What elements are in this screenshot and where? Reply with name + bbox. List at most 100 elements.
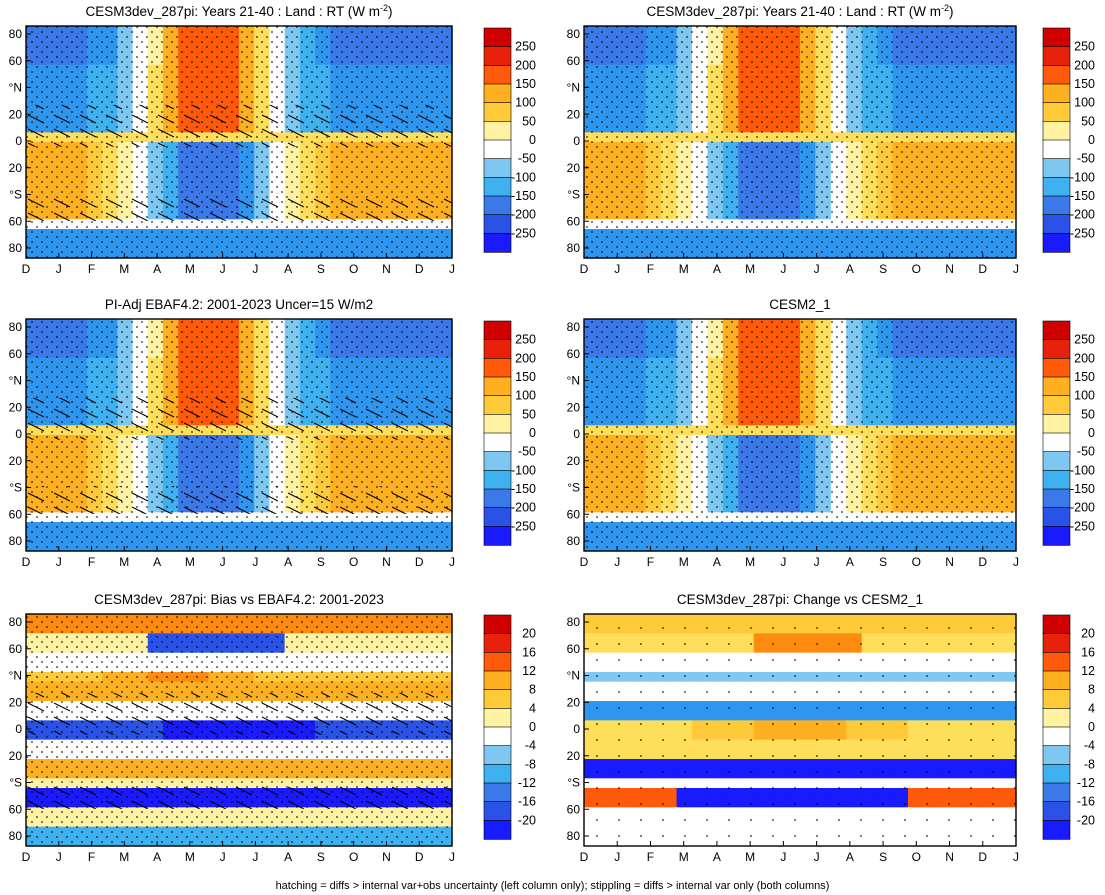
y-tick-label: °N <box>9 374 22 388</box>
colorbar-label: -150 <box>1070 189 1095 203</box>
x-tick-label: A <box>846 850 854 864</box>
colorbar-segment <box>1042 726 1071 747</box>
colorbar-label: 0 <box>529 720 536 734</box>
x-tick-label: J <box>449 262 455 276</box>
colorbar-segment <box>1042 488 1071 509</box>
colorbar-segment <box>1042 820 1071 840</box>
colorbar-segment <box>483 83 512 104</box>
y-tick-label: °S <box>9 188 22 202</box>
panel-title-superscript: -2 <box>941 3 949 13</box>
panel-title-main: CESM3dev_287pi: Bias vs EBAF4.2: 2001-20… <box>94 592 384 607</box>
y-tick-label: 80 <box>567 241 581 255</box>
y-tick-label: 0 <box>573 134 580 148</box>
x-tick-label: J <box>449 555 455 569</box>
x-tick-label: J <box>220 850 226 864</box>
y-tick-label: °N <box>9 669 22 683</box>
colorbar-segment <box>483 358 512 378</box>
colorbar-segment <box>1042 139 1071 160</box>
x-tick-label: D <box>415 850 424 864</box>
colorbar-segment <box>483 27 512 48</box>
x-tick-label: A <box>846 555 854 569</box>
panel-2: CESM3dev_287pi: Years 21-40 : Land : RT … <box>567 3 1096 276</box>
colorbar-segment <box>1042 83 1071 104</box>
panel-title-tail: ) <box>949 4 954 19</box>
x-tick-label: A <box>284 850 292 864</box>
colorbar-segment <box>1042 339 1071 360</box>
colorbar-segment <box>1042 214 1071 235</box>
colorbar-segment <box>1042 507 1071 528</box>
x-tick-label: A <box>713 262 721 276</box>
x-tick-label: D <box>415 555 424 569</box>
hatching-overlay <box>26 193 452 221</box>
colorbar-label: -100 <box>1070 463 1095 477</box>
colorbar: 250 200 150 100 50 0 -50 -100 -150 -200 -250 <box>483 27 536 253</box>
x-tick-label: D <box>22 850 31 864</box>
colorbar-segment <box>1042 320 1071 341</box>
x-tick-label: N <box>945 850 954 864</box>
x-tick-label: J <box>814 555 820 569</box>
colorbar-label: 100 <box>515 389 536 403</box>
plot-frame <box>25 25 453 259</box>
colorbar-segment <box>483 451 512 472</box>
x-tick-label: M <box>745 555 755 569</box>
y-tick-label: 80 <box>567 27 581 41</box>
y-tick-label: 20 <box>9 695 23 709</box>
x-tick-label: O <box>912 555 921 569</box>
hatching-overlay <box>26 692 452 735</box>
y-tick-label: 60 <box>9 214 23 228</box>
x-tick-label: M <box>745 850 755 864</box>
x-tick-label: S <box>317 850 325 864</box>
colorbar-segment <box>483 820 512 840</box>
x-tick-label: S <box>879 262 887 276</box>
colorbar-label: 0 <box>529 426 536 440</box>
x-tick-label: J <box>220 262 226 276</box>
x-tick-label: F <box>88 262 95 276</box>
colorbar-label: -150 <box>1070 482 1095 496</box>
y-tick-label: 80 <box>9 615 23 629</box>
colorbar-label: -100 <box>1070 170 1095 184</box>
y-tick-label: 80 <box>567 829 581 843</box>
colorbar-segment <box>483 488 512 509</box>
colorbar-segment <box>1042 414 1071 434</box>
x-tick-label: A <box>153 262 161 276</box>
colorbar-label: 150 <box>515 370 536 384</box>
colorbar-label: -4 <box>1084 739 1095 753</box>
x-tick-label: J <box>56 555 62 569</box>
panel-title-superscript: -2 <box>380 3 388 13</box>
y-tick-label: 80 <box>567 320 581 334</box>
colorbar-segment <box>483 195 512 216</box>
colorbar-label: 250 <box>1074 333 1095 347</box>
colorbar-segment <box>1042 195 1071 216</box>
colorbar-segment <box>1042 614 1071 635</box>
colorbar-label: 150 <box>515 77 536 91</box>
colorbar-segment <box>1042 652 1071 672</box>
x-tick-label: D <box>415 262 424 276</box>
colorbar-segment <box>483 177 512 197</box>
y-tick-label: 60 <box>567 802 581 816</box>
x-tick-label: J <box>56 850 62 864</box>
x-tick-label: A <box>153 555 161 569</box>
y-tick-label: 60 <box>567 54 581 68</box>
colorbar-label: 12 <box>522 664 536 678</box>
y-tick-label: 20 <box>567 454 581 468</box>
panel-6: CESM3dev_287pi: Change vs CESM2_1 D J F M A M J… <box>567 592 1096 864</box>
colorbar-segment <box>483 432 512 453</box>
x-tick-label: N <box>382 850 391 864</box>
colorbar-segment <box>1042 27 1071 48</box>
colorbar-segment <box>1042 158 1071 179</box>
colorbar-label: 4 <box>529 701 536 715</box>
x-tick-label: A <box>284 262 292 276</box>
colorbar-label: -250 <box>1070 226 1095 240</box>
colorbar-segment <box>483 414 512 434</box>
x-tick-label: J <box>252 555 258 569</box>
y-tick-label: 20 <box>567 107 581 121</box>
colorbar-label: 250 <box>515 333 536 347</box>
x-tick-label: D <box>978 555 987 569</box>
colorbar-label: 20 <box>522 627 536 641</box>
colorbar-segment <box>483 395 512 416</box>
colorbar-label: -200 <box>1070 208 1095 222</box>
x-tick-label: O <box>349 555 358 569</box>
x-tick-label: S <box>879 555 887 569</box>
x-tick-label: J <box>220 555 226 569</box>
colorbar: 20 16 12 8 4 0 -4 -8 -12 -16 -20 <box>483 614 536 840</box>
